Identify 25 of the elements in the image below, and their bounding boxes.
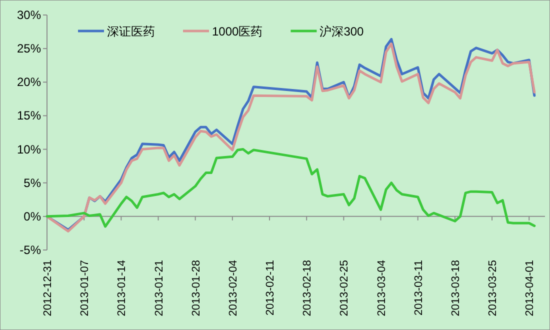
x-tick-label: 2013-02-25: [338, 260, 351, 316]
y-tick-label: 20%: [16, 75, 42, 90]
y-tick-label: -5%: [20, 243, 42, 257]
x-tick-label: 2013-03-18: [450, 260, 462, 316]
x-tick-label: 2013-01-14: [116, 260, 128, 316]
y-tick-label: 0%: [24, 209, 42, 224]
x-tick-label: 2012-12-31: [42, 260, 54, 316]
legend-label: 深证医药: [107, 24, 155, 38]
x-tick-label: 2013-01-07: [79, 260, 92, 316]
y-tick-label: 10%: [16, 142, 42, 156]
legend-label: 1000医药: [212, 24, 263, 38]
x-tick-label: 2013-03-25: [487, 260, 500, 316]
x-tick-label: 2013-03-04: [376, 260, 388, 316]
y-tick-label: 25%: [16, 42, 42, 56]
x-tick-label: 2013-02-18: [302, 260, 314, 316]
x-tick-label: 2013-02-04: [227, 260, 240, 316]
x-tick-label: 2013-02-11: [264, 260, 277, 316]
x-tick-label: 2013-01-28: [190, 260, 202, 316]
x-tick-label: 2013-03-11: [412, 260, 425, 316]
y-tick-label: 15%: [16, 108, 42, 123]
y-tick-label: 30%: [16, 8, 42, 22]
legend-label: 沪深300: [320, 24, 364, 38]
y-tick-label: 5%: [24, 176, 42, 190]
x-tick-label: 2013-04-01: [524, 260, 536, 316]
x-tick-label: 2013-01-21: [153, 260, 166, 316]
